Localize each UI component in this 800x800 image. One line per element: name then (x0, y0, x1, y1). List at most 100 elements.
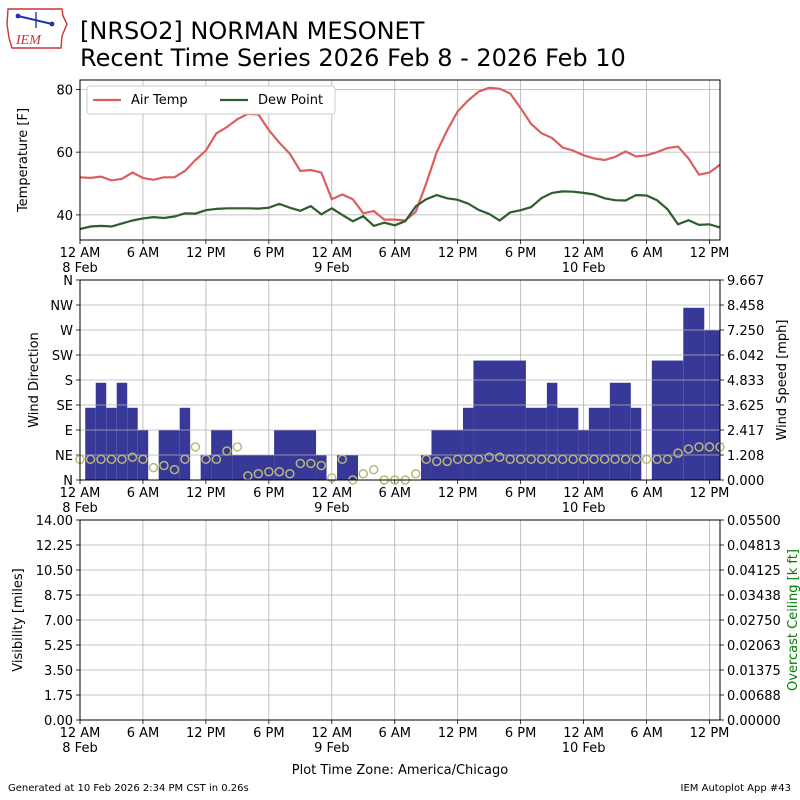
wind-speed-marker (148, 462, 159, 473)
x-tick-label: 12 AM (60, 246, 101, 261)
x-tick-date-label: 9 Feb (314, 261, 349, 276)
visibility-tick-label: 14.00 (36, 514, 73, 529)
visibility-tick-label: 10.50 (36, 564, 73, 579)
wind-speed-marker (295, 458, 306, 469)
legend-box (86, 85, 336, 115)
x-tick-date-label: 9 Feb (314, 501, 349, 516)
wind-speed-marker (484, 452, 494, 462)
wind-speed-marker (683, 444, 694, 454)
wind-direction-tick-label: NW (50, 299, 73, 314)
wind-direction-tick-label: E (65, 424, 73, 439)
visibility-axis-label: Visibility [miles] (11, 568, 26, 671)
wind-speed-marker (190, 442, 201, 452)
wind-speed-marker (431, 456, 442, 467)
x-tick-label: 12 PM (690, 486, 730, 501)
wind-speed-axis-label: Wind Speed [mph] (775, 320, 790, 441)
wind-speed-marker (641, 454, 652, 465)
visibility-tick-label: 0.00 (44, 714, 73, 729)
x-tick-date-label: 10 Feb (562, 501, 606, 516)
wind-speed-marker (369, 464, 379, 475)
ceiling-tick-label: 0.03438 (727, 589, 781, 604)
legend-air-temp-label: Air Temp (131, 93, 188, 108)
x-tick-label: 12 PM (186, 486, 226, 501)
x-tick-label: 6 PM (253, 726, 284, 741)
temp-axes-frame (79, 79, 721, 241)
wind-direction-tick-label: SE (57, 399, 73, 414)
x-tick-label: 6 PM (505, 726, 536, 741)
wind-speed-marker (201, 454, 211, 465)
x-tick-label: 6 AM (378, 486, 411, 501)
wind-speed-marker (264, 466, 274, 477)
ceiling-tick-label: 0.02063 (727, 639, 781, 654)
visibility-tick-label: 7.00 (44, 614, 73, 629)
ceiling-tick-label: 0.04125 (727, 564, 781, 579)
wind-direction-bar (609, 382, 631, 480)
wind-speed-tick-label: 3.625 (727, 399, 764, 414)
wind-direction-bar (95, 382, 107, 480)
wind-speed-marker (505, 454, 515, 465)
x-tick-date-label: 9 Feb (314, 741, 349, 756)
wind-speed-marker (211, 454, 222, 465)
x-tick-label: 12 PM (690, 726, 730, 741)
wind-speed-marker (652, 454, 662, 465)
x-tick-label: 6 AM (378, 726, 411, 741)
wind-direction-bar (683, 307, 705, 480)
wind-speed-marker (673, 448, 683, 458)
wind-speed-tick-label: 0.000 (727, 474, 764, 489)
x-tick-label: 12 AM (563, 726, 604, 741)
x-tick-label: 6 AM (630, 486, 663, 501)
visibility-tick-label: 1.75 (44, 689, 73, 704)
wind-axes-frame (79, 279, 721, 481)
x-tick-date-label: 8 Feb (62, 501, 97, 516)
wind-direction-bar (200, 455, 212, 480)
wind-speed-marker (599, 454, 610, 465)
iowa-state-outline (6, 8, 68, 49)
wind-speed-tick-label: 4.833 (727, 374, 764, 389)
wind-speed-marker (127, 452, 138, 462)
wind-speed-marker (117, 454, 127, 465)
wind-speed-marker (253, 469, 264, 479)
x-tick-date-label: 10 Feb (562, 741, 606, 756)
wind-direction-tick-label: S (65, 374, 73, 389)
wind-direction-bar (651, 360, 684, 480)
x-tick-label: 12 AM (60, 726, 101, 741)
wind-direction-tick-label: N (63, 474, 73, 489)
wind-speed-marker (232, 442, 243, 452)
x-tick-label: 6 AM (127, 246, 160, 261)
wind-speed-marker (222, 446, 232, 456)
wind-speed-marker (526, 454, 536, 465)
logo-text: IEM (15, 33, 42, 48)
wind-speed-marker (85, 454, 96, 465)
ceiling-tick-label: 0.00688 (727, 689, 781, 704)
wind-speed-marker (704, 442, 715, 452)
wind-speed-marker (536, 454, 547, 465)
x-tick-date-label: 10 Feb (562, 261, 606, 276)
ceiling-tick-label: 0.05500 (727, 514, 781, 529)
y-tick-label: 80 (56, 83, 73, 98)
x-tick-label: 12 PM (438, 246, 478, 261)
x-tick-label: 6 AM (127, 726, 160, 741)
wind-direction-bar (588, 407, 610, 480)
ceiling-tick-label: 0.01375 (727, 664, 781, 679)
wind-speed-marker (515, 454, 526, 465)
wind-speed-marker (557, 454, 568, 465)
x-tick-date-label: 8 Feb (62, 741, 97, 756)
x-tick-date-label: 8 Feb (62, 261, 97, 276)
wind-speed-tick-label: 6.042 (727, 349, 764, 364)
wind-direction-tick-label: NE (55, 449, 73, 464)
visibility-tick-label: 3.50 (44, 664, 73, 679)
wind-speed-tick-label: 9.667 (727, 274, 764, 289)
wind-speed-marker (96, 454, 106, 465)
y-tick-label: 60 (56, 146, 73, 161)
wind-direction-bar (116, 382, 128, 480)
x-tick-label: 12 AM (311, 726, 352, 741)
wind-speed-marker (410, 469, 421, 479)
wind-speed-tick-label: 8.458 (727, 299, 764, 314)
dew-point-line (80, 190, 720, 231)
wind-speed-marker (694, 442, 704, 452)
x-tick-label: 12 AM (563, 246, 604, 261)
wind-speed-tick-label: 7.250 (727, 324, 764, 339)
wind-speed-marker (620, 454, 631, 465)
ceiling-tick-label: 0.00000 (727, 714, 781, 729)
